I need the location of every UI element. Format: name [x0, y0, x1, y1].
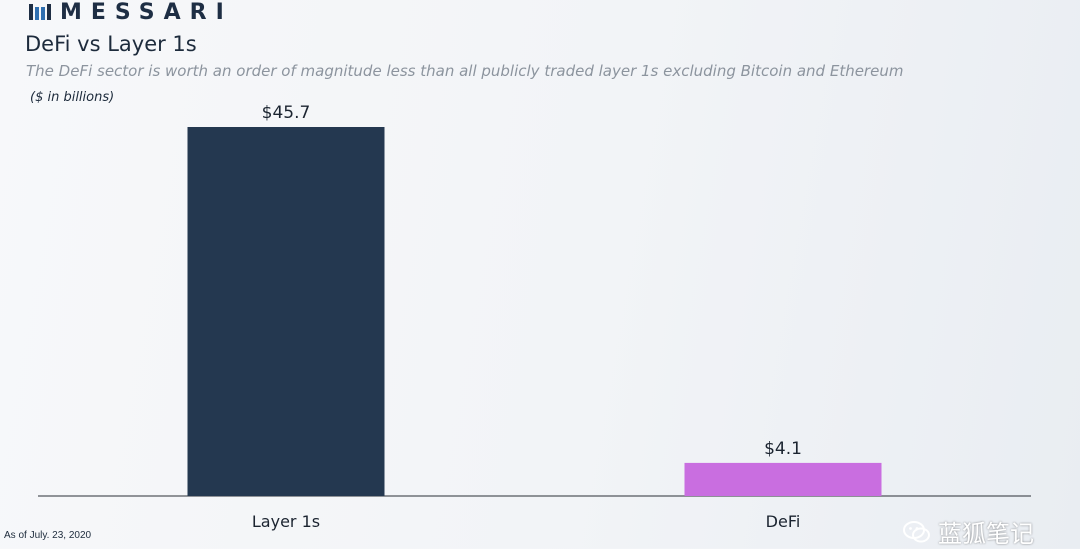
watermark-text: 蓝狐笔记	[938, 520, 1034, 548]
x-tick-label-defi: DeFi	[766, 512, 801, 531]
chart-title: DeFi vs Layer 1s	[25, 32, 197, 56]
as-of-date: As of July. 23, 2020	[4, 530, 92, 541]
brand-name: MESSARI	[60, 0, 233, 25]
bar-defi	[684, 462, 882, 496]
chart-subtitle: The DeFi sector is worth an order of mag…	[26, 62, 904, 80]
data-label-defi: $4.1	[764, 439, 802, 459]
unit-label: ($ in billions)	[30, 90, 115, 105]
data-label-layer-1s: $45.7	[262, 103, 311, 123]
x-tick-label-layer-1s: Layer 1s	[252, 512, 320, 531]
messari-logo-icon	[29, 4, 51, 20]
wechat-icon	[903, 520, 930, 542]
bar-layer-1s	[187, 127, 385, 496]
messari-logo: MESSARI	[28, 0, 233, 25]
watermark: 蓝狐笔记	[902, 514, 1034, 549]
